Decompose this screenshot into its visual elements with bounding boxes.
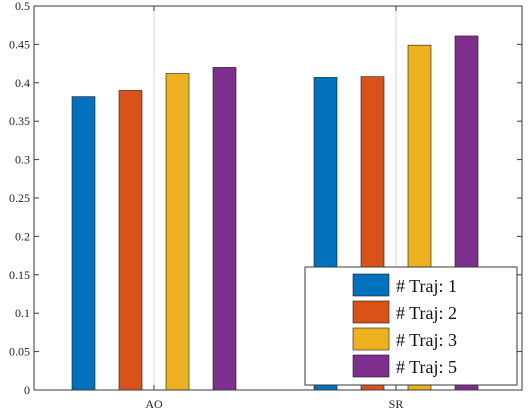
legend-label: # Traj: 1 (396, 276, 457, 296)
y-tick-label: 0.2 (15, 229, 30, 243)
y-tick-label: 0.1 (15, 306, 30, 320)
legend-swatch (352, 354, 390, 378)
legend-box (304, 266, 518, 386)
y-tick-label: 0.45 (9, 37, 30, 51)
y-tick-label: 0.25 (9, 191, 30, 205)
y-tick-label: 0 (24, 383, 30, 397)
y-tick-label: 0.3 (15, 153, 30, 167)
axis-ticks: 0 0.05 0.1 0.15 0.2 0.25 0.3 0.35 0.4 0.45 0.5 AO SR (9, 0, 522, 411)
y-tick-label: 0.4 (15, 76, 30, 90)
y-tick-label: 0.15 (9, 268, 30, 282)
x-tick-label: AO (145, 397, 163, 411)
legend-swatch (352, 273, 390, 297)
legend-swatch (352, 327, 390, 351)
legend-swatch (352, 300, 390, 324)
bar-ao-series-2 (118, 90, 143, 391)
y-tick-label: 0.35 (9, 114, 30, 128)
legend-label: # Traj: 5 (396, 357, 457, 377)
legend-label: # Traj: 3 (396, 330, 457, 350)
y-tick-label: 0.5 (15, 0, 30, 13)
bar-ao-series-1 (71, 96, 96, 391)
legend-label: # Traj: 2 (396, 303, 457, 323)
y-tick-label: 0.05 (9, 345, 30, 359)
bar-ao-series-4 (212, 67, 237, 391)
legend: # Traj: 1 # Traj: 2 # Traj: 3 # Traj: 5 (304, 266, 518, 386)
bar-ao-series-3 (165, 73, 190, 391)
x-tick-label: SR (389, 397, 404, 411)
